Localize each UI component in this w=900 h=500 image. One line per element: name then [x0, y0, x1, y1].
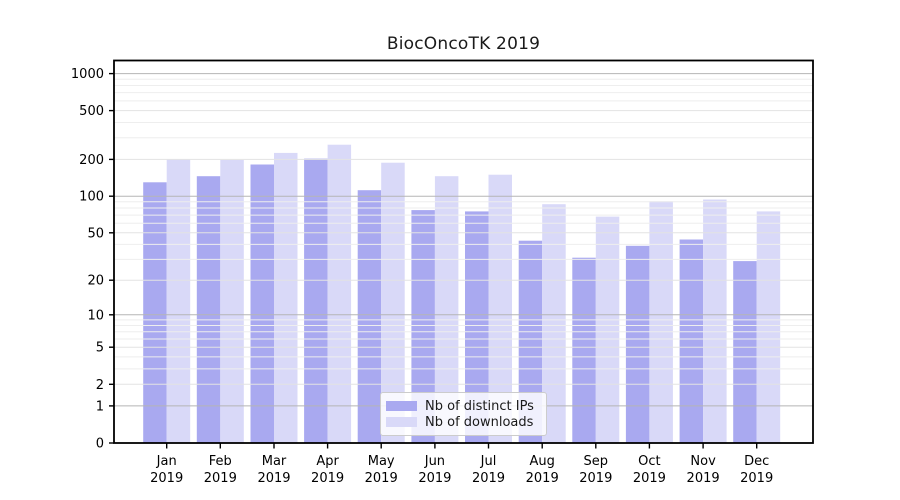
x-tick-label-year-jul: 2019: [472, 471, 505, 486]
bar-downloads-sep: [595, 216, 620, 443]
bar-distinct-ips-oct: [625, 245, 650, 443]
x-tick-label-month-dec: Dec: [744, 454, 769, 469]
x-tick-label-month-jun: Jun: [424, 454, 445, 469]
y-tick-label-0: 0: [96, 437, 104, 452]
legend: Nb of distinct IPs Nb of downloads: [380, 392, 547, 436]
x-tick-label-month-jan: Jan: [156, 454, 177, 469]
x-tick-label-year-dec: 2019: [740, 471, 773, 486]
bar-downloads-feb: [220, 160, 244, 443]
x-tick-label-month-apr: Apr: [316, 454, 339, 469]
x-tick-label-month-may: May: [368, 454, 395, 469]
y-tick-label-100: 100: [79, 190, 104, 205]
x-tick-label-month-mar: Mar: [262, 454, 287, 469]
x-tick-label-year-jun: 2019: [418, 471, 451, 486]
bar-distinct-ips-sep: [572, 257, 596, 443]
x-tick-label-year-may: 2019: [365, 471, 398, 486]
bar-distinct-ips-may: [357, 190, 382, 443]
bar-downloads-aug: [542, 204, 566, 443]
bar-downloads-apr: [327, 144, 352, 443]
legend-label-downloads: Nb of downloads: [425, 414, 534, 430]
x-tick-label-month-feb: Feb: [209, 454, 232, 469]
bar-downloads-oct: [649, 201, 673, 443]
x-tick-label-month-aug: Aug: [530, 454, 555, 469]
chart-title: BiocOncoTK 2019: [386, 34, 541, 54]
bar-distinct-ips-jul: [465, 211, 489, 443]
y-tick-label-50: 50: [87, 226, 104, 241]
x-tick-label-month-oct: Oct: [638, 454, 660, 469]
x-tick-label-year-sep: 2019: [579, 471, 612, 486]
x-tick-label-month-sep: Sep: [584, 454, 609, 469]
bar-downloads-nov: [703, 199, 727, 443]
bar-downloads-mar: [274, 152, 298, 443]
y-tick-label-200: 200: [79, 153, 104, 168]
plot-frame: [113, 59, 814, 444]
y-tick-label-5: 5: [96, 341, 104, 356]
x-tick-label-year-aug: 2019: [526, 471, 559, 486]
legend-item-distinct-ips: Nb of distinct IPs: [386, 398, 537, 414]
y-tick-label-20: 20: [87, 274, 104, 289]
x-tick-label-year-jan: 2019: [150, 471, 183, 486]
bar-distinct-ips-jan: [143, 182, 167, 444]
x-tick-label-year-mar: 2019: [257, 471, 290, 486]
x-tick-label-year-feb: 2019: [204, 471, 237, 486]
bar-downloads-jul: [488, 174, 512, 443]
bar-distinct-ips-dec: [733, 261, 757, 443]
bar-downloads-jun: [434, 176, 459, 443]
legend-swatch-distinct-ips: [386, 401, 417, 411]
y-tick-label-10: 10: [87, 308, 104, 323]
bar-distinct-ips-feb: [196, 176, 221, 443]
bar-distinct-ips-nov: [679, 239, 704, 443]
legend-swatch-downloads: [386, 417, 417, 427]
y-tick-label-500: 500: [79, 104, 104, 119]
x-tick-label-month-jul: Jul: [480, 454, 497, 469]
x-tick-label-year-apr: 2019: [311, 471, 344, 486]
y-tick-label-1: 1: [96, 399, 104, 414]
x-tick-label-year-nov: 2019: [687, 471, 720, 486]
x-tick-label-year-oct: 2019: [633, 471, 666, 486]
x-tick-label-month-nov: Nov: [690, 454, 716, 469]
bar-distinct-ips-mar: [250, 164, 274, 443]
bar-distinct-ips-apr: [304, 158, 328, 443]
legend-label-distinct-ips: Nb of distinct IPs: [425, 398, 534, 414]
y-tick-label-2: 2: [96, 378, 104, 393]
legend-item-downloads: Nb of downloads: [386, 414, 537, 430]
bar-downloads-jan: [166, 159, 191, 443]
y-tick-label-1000: 1000: [71, 67, 104, 82]
bar-downloads-dec: [756, 211, 781, 443]
